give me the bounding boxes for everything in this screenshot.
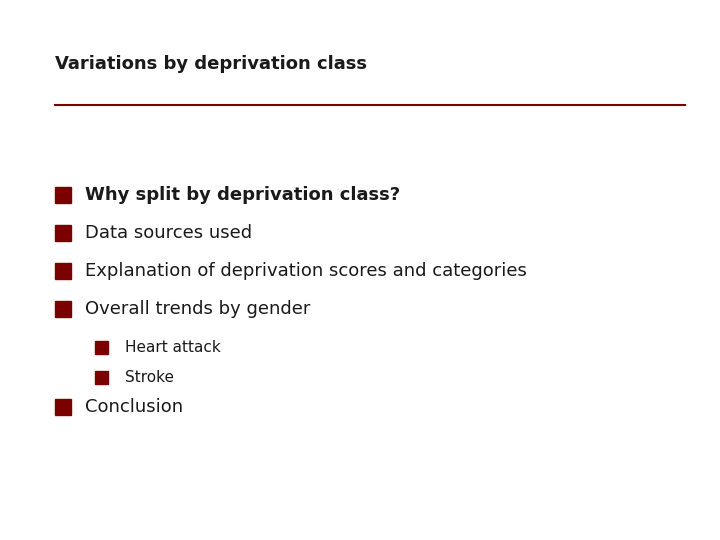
- Text: Conclusion: Conclusion: [85, 398, 183, 416]
- Text: Heart attack: Heart attack: [125, 340, 221, 354]
- Bar: [55, 301, 71, 317]
- Text: Overall trends by gender: Overall trends by gender: [85, 300, 310, 318]
- Bar: [95, 370, 108, 383]
- Text: Why split by deprivation class?: Why split by deprivation class?: [85, 186, 400, 204]
- Bar: [55, 399, 71, 415]
- Text: Variations by deprivation class: Variations by deprivation class: [55, 55, 367, 73]
- Bar: [95, 341, 108, 354]
- Text: Explanation of deprivation scores and categories: Explanation of deprivation scores and ca…: [85, 262, 527, 280]
- Bar: [55, 187, 71, 203]
- Bar: [55, 263, 71, 279]
- Bar: [55, 225, 71, 241]
- Text: Data sources used: Data sources used: [85, 224, 252, 242]
- Text: Stroke: Stroke: [125, 369, 174, 384]
